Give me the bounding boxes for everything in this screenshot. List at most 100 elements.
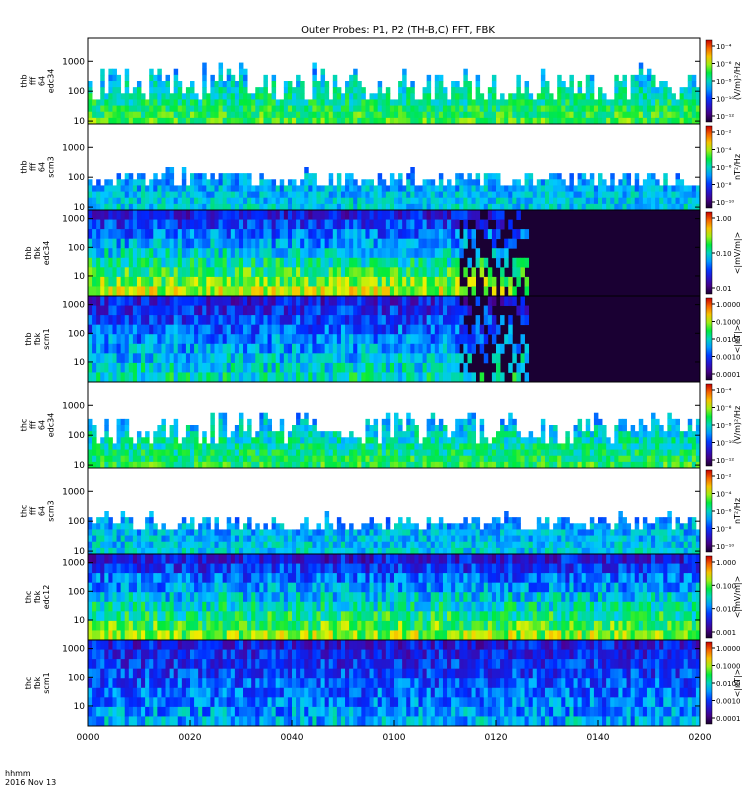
panel-label-line: thb (20, 74, 29, 87)
x-tick-label: 0040 (281, 733, 304, 743)
y-tick-label: 10 (74, 117, 86, 127)
colorbar-tick-label: 10⁻² (716, 473, 732, 481)
y-tick-label: 10 (74, 616, 86, 626)
colorbar: 1.00 0.10 0.01 <|mV/m|> (705, 211, 742, 295)
panel-label-line: fbk (33, 332, 42, 345)
panel-label-line: 64 (38, 506, 47, 516)
panel-label-line: edc34 (47, 69, 56, 94)
colorbar-unit-label: (V/m)²/Hz (733, 406, 742, 444)
panel-label-line: thb (20, 160, 29, 173)
colorbar-tick-label: 10⁻¹⁰ (716, 543, 734, 551)
colorbar-tick-label: 0.0010 (716, 354, 741, 362)
panel-label-line: 64 (38, 162, 47, 172)
colorbar-unit-label: <|mV/m|> (733, 576, 742, 619)
y-tick-label: 100 (68, 431, 85, 441)
colorbar-tick-label: 10⁻⁶ (716, 405, 732, 413)
colorbar-tick-label: 0.100 (716, 582, 736, 590)
colorbar-tick-label: 10⁻² (716, 129, 732, 137)
panel-label-line: edc34 (47, 413, 56, 438)
panel-label-line: scm1 (42, 328, 51, 349)
colorbar-tick-label: 1.0000 (716, 301, 741, 309)
y-tick-label: 1000 (62, 559, 85, 569)
colorbar-tick-label: 10⁻⁸ (716, 526, 732, 534)
spectrogram-image (88, 382, 700, 468)
x-tick-label: 0100 (383, 733, 406, 743)
y-tick-label: 10 (74, 461, 86, 471)
colorbar-tick-label: 10⁻⁴ (716, 43, 732, 51)
colorbar-tick-label: 1.00 (716, 215, 732, 223)
colorbar-tick-label: 0.10 (716, 250, 732, 258)
panel-label-line: scm3 (47, 500, 56, 521)
colorbar-tick-label: 10⁻¹⁰ (716, 199, 734, 207)
colorbar-tick-label: 10⁻¹² (716, 457, 734, 465)
colorbar-tick-label: 0.01 (716, 285, 732, 293)
panel-label-line: 64 (38, 420, 47, 430)
x-axis: 0000 0020 0040 0100 0120 0140 0200 (77, 720, 712, 743)
panel-label: thc fbk scm1 (24, 672, 51, 693)
colorbar-tick-label: 10⁻⁶ (716, 508, 732, 516)
panel-label-line: 64 (38, 76, 47, 86)
colorbar-tick-label: 0.1000 (716, 319, 741, 327)
spectrogram-image (88, 640, 700, 726)
panel-label: thb fff 64 edc34 (20, 69, 56, 94)
x-tick-label: 0000 (77, 733, 100, 743)
x-axis-label-hhmm: hhmm (5, 769, 31, 778)
y-tick-label: 1000 (62, 57, 85, 67)
panel-label: thc fff 64 edc34 (20, 413, 56, 438)
colorbar-tick-label: 0.0010 (716, 698, 741, 706)
panel-label: thb fbk scm1 (24, 328, 51, 349)
panel-label-line: scm3 (47, 156, 56, 177)
colorbar-tick-label: 10⁻⁴ (716, 491, 732, 499)
colorbar-tick-label: 0.0001 (716, 715, 741, 723)
colorbar-tick-label: 10⁻⁶ (716, 61, 732, 69)
panel-7: 1000 100 10 thc fbk scm1 1.0000 0.1000 0.0100 0.0… (24, 639, 742, 727)
panel-label-line: edc12 (42, 585, 51, 610)
x-axis-label-date: 2016 Nov 13 (5, 778, 56, 787)
y-tick-label: 100 (68, 173, 85, 183)
x-tick-label: 0120 (485, 733, 508, 743)
panel-label-line: fff (29, 163, 38, 172)
y-tick-label: 1000 (62, 301, 85, 311)
colorbar: 10⁻² 10⁻⁴ 10⁻⁶ 10⁻⁸ 10⁻¹⁰ nT²/Hz (705, 469, 742, 553)
colorbar-tick-label: 10⁻¹⁰ (716, 440, 734, 448)
y-tick-label: 10 (74, 547, 86, 557)
colorbar-unit-label: (V/m)²/Hz (733, 62, 742, 100)
colorbar: 10⁻⁴ 10⁻⁶ 10⁻⁸ 10⁻¹⁰ 10⁻¹² (V/m)²/Hz (705, 39, 742, 123)
y-tick-label: 100 (68, 517, 85, 527)
x-tick-label: 0140 (587, 733, 610, 743)
panel-label-line: thc (24, 677, 33, 690)
colorbar-tick-label: 10⁻⁴ (716, 147, 732, 155)
colorbar-tick-label: 10⁻⁸ (716, 78, 732, 86)
panel-label-line: thc (20, 419, 29, 432)
spectrogram-image (88, 38, 700, 124)
panel-label-line: fff (29, 421, 38, 430)
colorbar-tick-label: 1.0000 (716, 645, 741, 653)
panel-label-line: fbk (33, 246, 42, 259)
y-tick-label: 10 (74, 272, 86, 282)
panel-label-line: edc34 (42, 241, 51, 266)
colorbar-tick-label: 10⁻⁴ (716, 387, 732, 395)
colorbar-tick-label: 0.0100 (716, 336, 741, 344)
y-tick-label: 100 (68, 587, 85, 597)
y-tick-label: 10 (74, 203, 86, 213)
panel-label-line: thc (24, 591, 33, 604)
panel-label-line: fff (29, 77, 38, 86)
x-tick-label: 0020 (179, 733, 202, 743)
y-tick-label: 1000 (62, 143, 85, 153)
colorbar-tick-label: 1.000 (716, 559, 736, 567)
spectrogram-image (88, 554, 700, 640)
colorbar: 1.0000 0.1000 0.0100 0.0010 0.0001 <|nT|> (705, 641, 742, 725)
y-tick-label: 10 (74, 702, 86, 712)
colorbar-tick-label: 10⁻¹⁰ (716, 96, 734, 104)
panel-2: 1000 100 10 thb fbk edc34 1.00 0.10 0.01 <|mV/m|> (24, 209, 742, 297)
y-tick-label: 100 (68, 87, 85, 97)
colorbar-unit-label: <|nT|> (733, 325, 742, 354)
colorbar-tick-label: 10⁻¹² (716, 113, 734, 121)
colorbar-tick-label: 10⁻⁸ (716, 422, 732, 430)
colorbar-tick-label: 0.001 (716, 629, 736, 637)
colorbar-unit-label: nT²/Hz (733, 498, 742, 524)
